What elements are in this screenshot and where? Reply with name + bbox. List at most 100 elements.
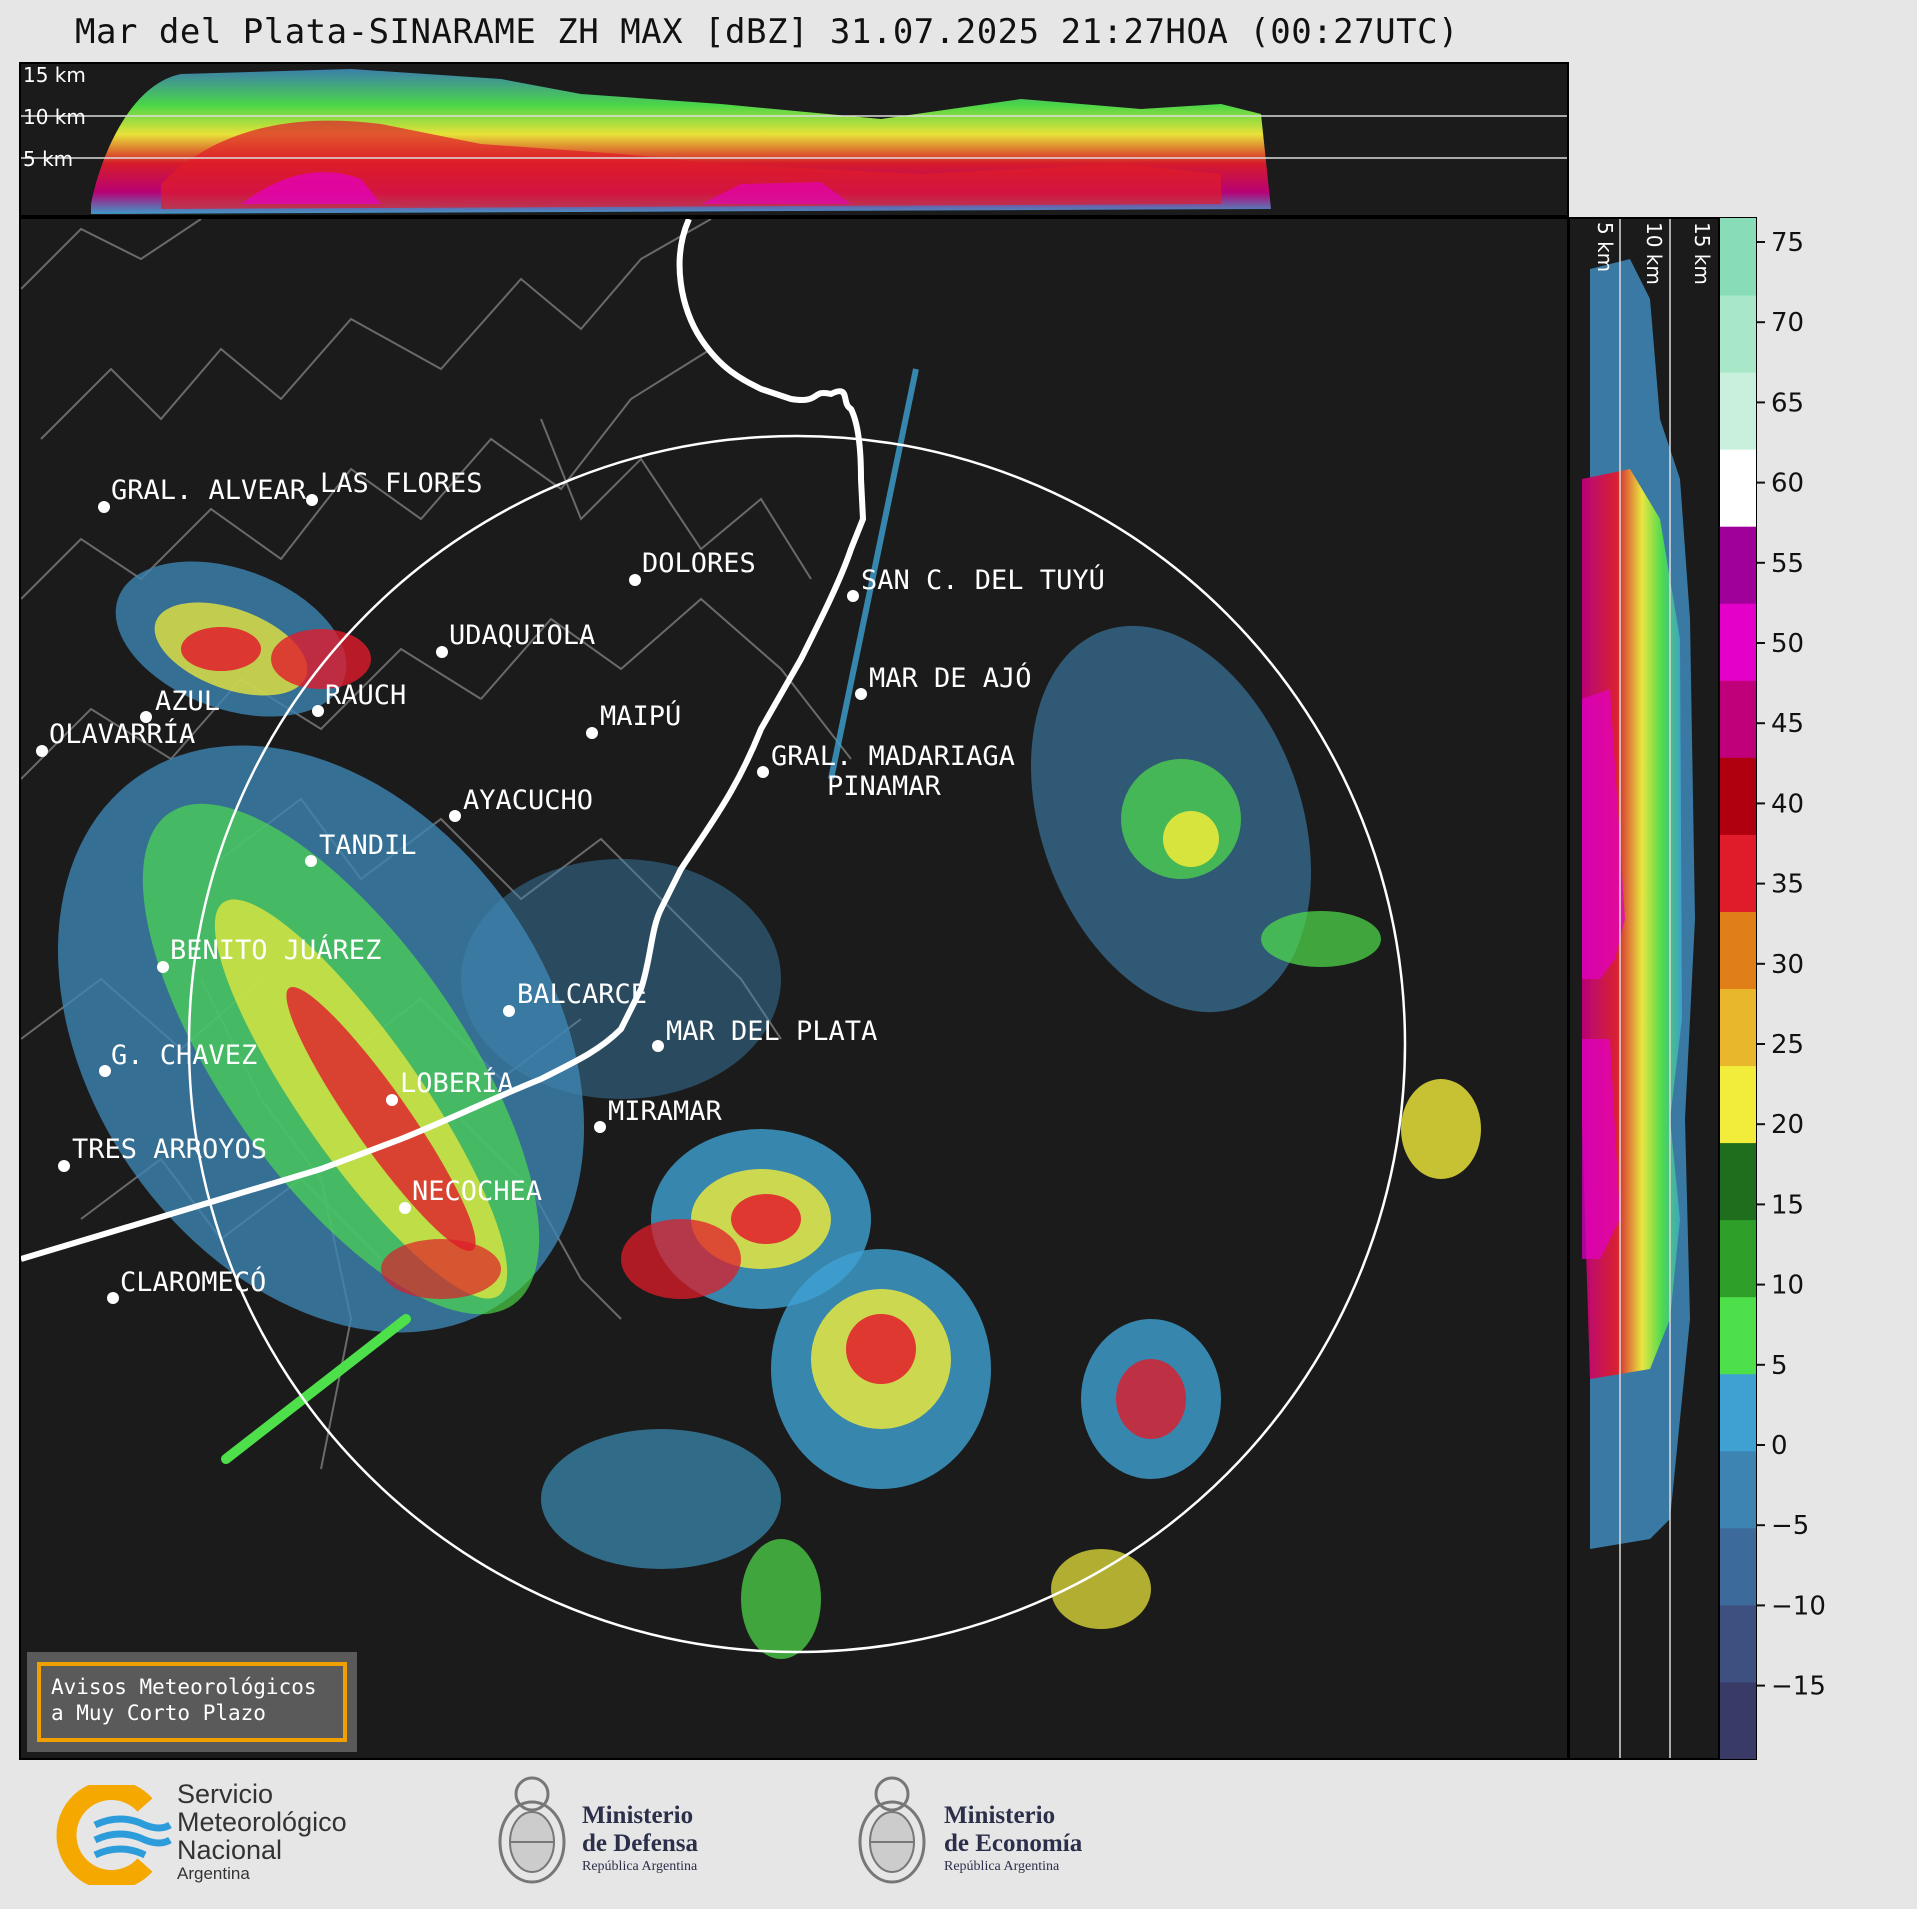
city-label-benito-juarez: BENITO JUÁREZ [170, 934, 381, 966]
warning-box[interactable]: Avisos Meteorológicos a Muy Corto Plazo [27, 1652, 357, 1752]
city-marker-gral-alvear [98, 501, 110, 513]
city-label-maipu: MAIPÚ [600, 700, 681, 732]
colorbar-swatch [1720, 603, 1756, 681]
city-marker-las-flores [306, 494, 318, 506]
top-cross-section-panel: 15 km 10 km 5 km [19, 62, 1569, 217]
colorbar-swatch [1720, 1527, 1756, 1606]
colorbar-tick-label: 20 [1771, 1110, 1804, 1140]
colorbar-tick-label: 5 [1771, 1351, 1788, 1381]
top-alt-label-10: 10 km [23, 105, 86, 129]
city-marker-balcarce [503, 1005, 515, 1017]
colorbar-tick-label: −10 [1771, 1591, 1826, 1621]
colorbar-swatch [1720, 1219, 1756, 1298]
economia-line-1: Ministerio [944, 1802, 1056, 1829]
city-marker-ayacucho [449, 810, 461, 822]
city-marker-tres-arroyos [58, 1160, 70, 1172]
side-alt-label-15: 15 km [1690, 222, 1714, 285]
city-marker-miramar [594, 1121, 606, 1133]
colorbar-swatch [1720, 1142, 1756, 1221]
colorbar-tick-label: 60 [1771, 469, 1804, 499]
colorbar-swatch [1720, 1296, 1756, 1375]
colorbar-swatch [1720, 680, 1756, 758]
top-alt-label-15: 15 km [23, 64, 86, 87]
city-label-g-chavez: G. CHAVEZ [111, 1040, 257, 1071]
colorbar-swatch [1720, 295, 1756, 373]
side-cross-section-panel: 5 km 10 km 15 km [1568, 217, 1720, 1760]
colorbar-tick-label: 0 [1771, 1431, 1788, 1461]
city-label-san-c-del-tuyu: SAN C. DEL TUYÚ [861, 564, 1105, 596]
city-label-claromeco: CLAROMECÓ [120, 1266, 266, 1298]
radar-echoes [57, 368, 1481, 1659]
city-marker-benito-juarez [157, 961, 169, 973]
city-label-azul: AZUL [155, 686, 220, 717]
radar-map-panel: GRAL. ALVEAR LAS FLORES DOLORES SAN C. D… [19, 217, 1569, 1760]
city-label-necochea: NECOCHEA [412, 1176, 542, 1207]
colorbar-tick-label: 40 [1771, 789, 1804, 819]
colorbar-swatch [1720, 988, 1756, 1067]
colorbar-tick-label: 50 [1771, 629, 1804, 659]
colorbar-tick-label: 65 [1771, 388, 1804, 418]
city-label-mar-del-plata: MAR DEL PLATA [666, 1016, 877, 1047]
side-cross-section-plot: 5 km 10 km 15 km [1582, 219, 1714, 1758]
top-cross-section-plot: 15 km 10 km 5 km [21, 64, 1567, 214]
argentina-coat-of-arms-icon [498, 1776, 566, 1884]
city-label-rauch: RAUCH [325, 680, 406, 711]
city-marker-necochea [399, 1202, 411, 1214]
colorbar-swatch [1720, 1065, 1756, 1144]
colorbar-swatches [1720, 218, 1756, 1759]
city-marker-dolores [629, 574, 641, 586]
city-label-tres-arroyos: TRES ARROYOS [72, 1134, 267, 1165]
colorbar-swatch [1720, 834, 1756, 912]
colorbar-tick-label: 55 [1771, 549, 1804, 579]
city-marker-udaquiola [436, 646, 448, 658]
smn-line-3: Nacional [177, 1835, 283, 1865]
smn-line-1: Servicio [177, 1779, 274, 1809]
colorbar-tick-label: 30 [1771, 950, 1804, 980]
side-alt-label-5: 5 km [1593, 222, 1617, 272]
city-label-gral-madariaga: GRAL. MADARIAGA [771, 741, 1015, 772]
colorbar-tick-label: 35 [1771, 870, 1804, 900]
city-marker-loberia [386, 1094, 398, 1106]
colorbar-tick-label: 25 [1771, 1030, 1804, 1060]
city-marker-gral-madariaga [757, 766, 769, 778]
defensa-line-3: República Argentina [582, 1859, 698, 1874]
colorbar-swatch [1720, 1450, 1756, 1529]
city-label-ayacucho: AYACUCHO [463, 785, 593, 816]
city-label-miramar: MIRAMAR [608, 1096, 723, 1127]
city-label-mar-de-ajo: MAR DE AJÓ [869, 662, 1032, 694]
defensa-line-1: Ministerio [582, 1802, 694, 1829]
defensa-line-2: de Defensa [582, 1830, 698, 1857]
city-marker-claromeco [107, 1292, 119, 1304]
colorbar-tick-label: −5 [1771, 1511, 1809, 1541]
warning-box-inner: Avisos Meteorológicos a Muy Corto Plazo [37, 1662, 347, 1742]
city-marker-g-chavez [99, 1065, 111, 1077]
city-marker-mar-de-ajo [855, 688, 867, 700]
dbz-colorbar [1719, 217, 1757, 1760]
smn-logo: Servicio Meteorológico Nacional Argentin… [55, 1780, 395, 1890]
colorbar-swatch [1720, 526, 1756, 604]
colorbar-swatch [1720, 911, 1756, 989]
colorbar-tick-label: 15 [1771, 1190, 1804, 1220]
colorbar-swatch [1720, 218, 1756, 296]
economia-logo: Ministerio de Economía República Argenti… [852, 1772, 1132, 1902]
colorbar-swatch [1720, 1681, 1756, 1759]
city-label-olavarria: OLAVARRÍA [49, 718, 195, 750]
city-label-tandil: TANDIL [319, 830, 417, 861]
city-marker-azul [140, 711, 152, 723]
colorbar-swatch [1720, 1373, 1756, 1452]
city-label-dolores: DOLORES [642, 548, 756, 579]
city-label-gral-alvear: GRAL. ALVEAR [111, 475, 307, 506]
colorbar-swatch [1720, 757, 1756, 835]
map-title: Mar del Plata-SINARAME ZH MAX [dBZ] 31.0… [75, 12, 1460, 52]
city-markers: GRAL. ALVEAR LAS FLORES DOLORES SAN C. D… [36, 468, 1105, 1304]
smn-line-2: Meteorológico [177, 1807, 347, 1837]
city-marker-maipu [586, 727, 598, 739]
argentina-coat-of-arms-icon [858, 1776, 926, 1884]
warning-line-1: Avisos Meteorológicos [51, 1675, 317, 1699]
city-marker-san-c-del-tuyu [847, 590, 859, 602]
radar-map: GRAL. ALVEAR LAS FLORES DOLORES SAN C. D… [21, 219, 1481, 1659]
colorbar-swatch [1720, 372, 1756, 450]
colorbar-tick-label: 10 [1771, 1271, 1804, 1301]
city-marker-tandil [305, 855, 317, 867]
